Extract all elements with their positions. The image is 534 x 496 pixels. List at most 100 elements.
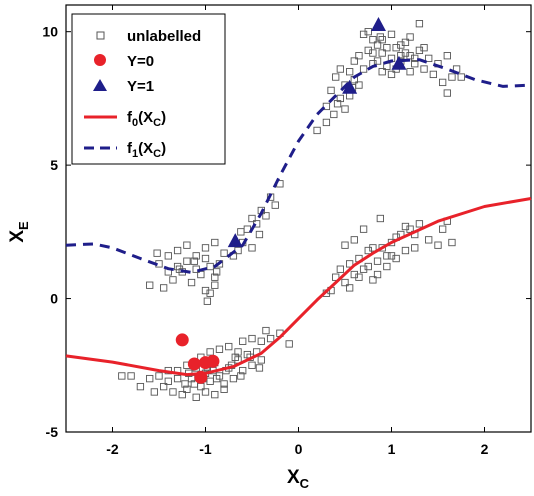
unlabelled-point xyxy=(373,57,382,65)
unlabelled-point xyxy=(262,326,270,335)
unlabelled-point xyxy=(359,225,368,233)
unlabelled-point xyxy=(425,54,433,63)
legend-marker-circle xyxy=(94,54,106,66)
y-axis-label: XE xyxy=(7,221,31,243)
unlabelled-point xyxy=(401,246,410,255)
legend-marker-triangle xyxy=(93,79,107,91)
unlabelled-point xyxy=(434,241,442,249)
unlabelled-point xyxy=(341,105,349,113)
y0-point xyxy=(187,357,201,371)
unlabelled-point xyxy=(369,276,377,284)
unlabelled-point xyxy=(229,374,238,383)
unlabelled-point xyxy=(159,382,168,391)
unlabelled-point xyxy=(164,377,172,385)
y0-point xyxy=(206,354,220,368)
unlabelled-point xyxy=(387,252,396,260)
y-axis-label-main: X xyxy=(7,230,28,243)
y-tick-label: 10 xyxy=(42,24,58,40)
legend-item-y1: Y=1 xyxy=(93,78,154,95)
x-axis-label-sub: C xyxy=(300,476,310,491)
unlabelled-point xyxy=(359,65,368,73)
unlabelled-point xyxy=(359,265,368,273)
unlabelled-point xyxy=(178,390,186,399)
unlabelled-point xyxy=(255,364,264,372)
unlabelled-point xyxy=(248,361,256,369)
unlabelled-point xyxy=(183,241,191,249)
legend-label-f1: f1(XC) xyxy=(127,140,166,160)
unlabelled-point xyxy=(206,262,214,271)
unlabelled-point xyxy=(392,44,400,52)
unlabelled-point xyxy=(406,33,414,41)
unlabelled-point xyxy=(406,68,414,76)
unlabelled-point xyxy=(415,46,424,55)
unlabelled-point xyxy=(364,28,372,36)
unlabelled-point xyxy=(181,380,189,388)
unlabelled-point xyxy=(146,374,154,383)
legend-marker-square xyxy=(96,31,105,40)
unlabelled-point xyxy=(169,276,177,284)
unlabelled-point xyxy=(225,342,233,351)
legend: unlabelled Y=0 Y=1 f0(XC) f1(XC) xyxy=(71,13,226,165)
y1-point xyxy=(391,55,407,70)
unlabelled-point xyxy=(146,281,154,289)
unlabelled-point xyxy=(401,49,410,57)
unlabelled-point xyxy=(206,289,214,297)
unlabelled-point xyxy=(211,238,219,247)
unlabelled-point xyxy=(231,353,239,361)
unlabelled-point xyxy=(203,297,212,305)
unlabelled-point xyxy=(387,30,396,39)
unlabelled-point xyxy=(341,241,349,249)
x-tick-label: -1 xyxy=(199,441,212,457)
unlabelled-point xyxy=(415,220,424,228)
unlabelled-point xyxy=(211,281,219,289)
unlabelled-point xyxy=(376,214,384,223)
unlabelled-point xyxy=(173,262,182,271)
unlabelled-point xyxy=(369,36,377,44)
unlabelled-point xyxy=(369,49,377,57)
y1-point xyxy=(227,233,243,248)
unlabelled-point xyxy=(220,249,228,257)
y0-point xyxy=(194,370,208,384)
series-layer xyxy=(65,17,532,401)
x-axis-label-main: X xyxy=(287,467,300,488)
unlabelled-point xyxy=(359,30,368,39)
unlabelled-point xyxy=(215,345,224,353)
unlabelled-point xyxy=(355,273,363,281)
unlabelled-point xyxy=(346,284,354,292)
unlabelled-point xyxy=(248,214,256,223)
unlabelled-point xyxy=(187,278,196,287)
unlabelled-point xyxy=(322,118,331,127)
unlabelled-point xyxy=(355,52,363,60)
x-tick-labels: -2 -1 0 1 2 xyxy=(106,441,488,457)
unlabelled-point xyxy=(173,246,182,255)
unlabelled-point xyxy=(387,70,396,79)
unlabelled-point xyxy=(285,340,293,348)
unlabelled-point xyxy=(183,257,191,265)
unlabelled-point xyxy=(213,268,221,276)
unlabelled-point xyxy=(376,33,384,41)
legend-item-unlabelled: unlabelled xyxy=(96,28,201,45)
unlabelled-point xyxy=(457,73,465,81)
unlabelled-point xyxy=(346,260,354,268)
unlabelled-point xyxy=(155,372,163,380)
unlabelled-point xyxy=(383,44,391,52)
unlabelled-point xyxy=(237,372,245,380)
f0-curve xyxy=(65,197,532,377)
unlabelled-point xyxy=(327,86,335,95)
unlabelled-point xyxy=(175,265,184,273)
unlabelled-point xyxy=(262,212,270,220)
unlabelled-point xyxy=(211,390,219,399)
unlabelled-point xyxy=(220,380,228,388)
y-tick-label: 0 xyxy=(50,291,58,307)
unlabelled-point xyxy=(153,249,161,257)
unlabelled-point xyxy=(169,388,177,396)
y-tick-labels: -5 0 5 10 xyxy=(42,24,58,440)
unlabelled-point xyxy=(439,78,447,87)
unlabelled-point xyxy=(364,262,372,271)
legend-label-f0: f0(XC) xyxy=(127,109,166,129)
unlabelled-point xyxy=(332,73,340,81)
x-axis-label: XC xyxy=(287,467,310,491)
unlabelled-point xyxy=(448,73,456,81)
unlabelled-point xyxy=(378,36,386,44)
